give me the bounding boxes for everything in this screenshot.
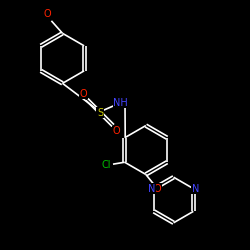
Text: O: O — [44, 10, 52, 20]
Text: N: N — [192, 184, 199, 194]
Text: Cl: Cl — [101, 160, 110, 170]
Text: O: O — [80, 89, 87, 99]
Text: O: O — [113, 126, 120, 136]
Text: S: S — [97, 108, 103, 118]
Text: O: O — [154, 184, 162, 194]
Text: N: N — [148, 184, 155, 194]
Text: NH: NH — [114, 98, 128, 108]
